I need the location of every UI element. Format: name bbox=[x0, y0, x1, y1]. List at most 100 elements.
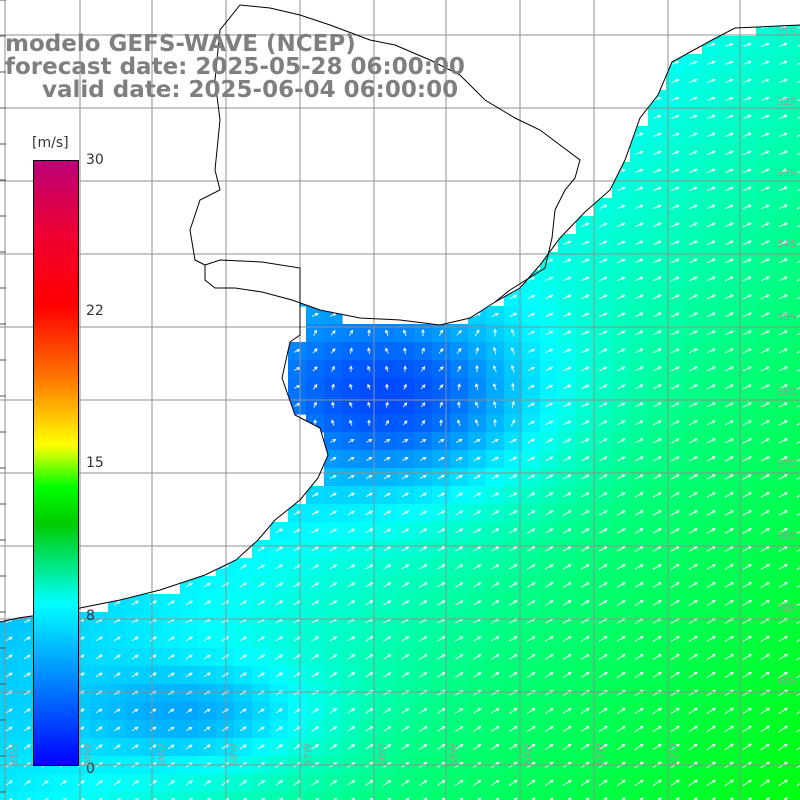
wind-arrow bbox=[634, 671, 644, 678]
wind-arrow bbox=[531, 797, 536, 800]
wind-arrow bbox=[329, 780, 338, 786]
wind-arrow bbox=[437, 510, 446, 516]
wind-arrow bbox=[59, 780, 67, 786]
wind-arrow bbox=[599, 276, 608, 282]
wind-arrow bbox=[634, 348, 644, 354]
wind-arrow bbox=[527, 492, 536, 498]
wind-arrow bbox=[349, 329, 354, 336]
wind-arrow bbox=[527, 348, 536, 354]
wind-arrow bbox=[23, 708, 31, 714]
wind-arrow bbox=[545, 438, 554, 444]
wind-arrow bbox=[724, 402, 734, 408]
wind-arrow bbox=[670, 366, 680, 372]
wind-cell bbox=[414, 792, 433, 800]
wind-arrow bbox=[580, 779, 590, 787]
coastline bbox=[0, 4, 800, 623]
wind-arrow bbox=[742, 204, 752, 210]
wind-arrow bbox=[491, 438, 499, 443]
wind-arrow bbox=[616, 456, 626, 462]
wind-arrow bbox=[724, 312, 734, 318]
wind-arrow bbox=[562, 654, 572, 660]
wind-arrow bbox=[653, 312, 662, 318]
wind-arrow bbox=[257, 726, 265, 732]
wind-arrow bbox=[742, 420, 752, 426]
wind-arrow bbox=[778, 456, 788, 462]
wind-cell bbox=[18, 792, 37, 800]
wind-arrow bbox=[634, 402, 644, 408]
wind-arrow bbox=[742, 402, 752, 408]
wind-arrow bbox=[311, 492, 319, 498]
wind-arrow bbox=[724, 528, 734, 534]
wind-arrow bbox=[689, 60, 698, 65]
wind-arrow bbox=[313, 401, 317, 408]
wind-arrow bbox=[455, 708, 464, 714]
wind-arrow bbox=[403, 402, 408, 408]
wind-arrow bbox=[580, 582, 590, 588]
wind-arrow bbox=[688, 456, 698, 462]
wind-arrow bbox=[385, 329, 389, 336]
wind-arrow bbox=[581, 348, 590, 354]
wind-arrow bbox=[635, 312, 644, 318]
wind-arrow bbox=[203, 636, 212, 642]
wind-arrow bbox=[365, 600, 374, 606]
wind-arrow bbox=[616, 474, 626, 480]
wind-arrow bbox=[652, 492, 662, 498]
wind-arrow bbox=[113, 744, 121, 750]
wind-arrow bbox=[455, 546, 464, 552]
wind-arrow bbox=[167, 636, 175, 642]
wind-arrow bbox=[689, 168, 698, 174]
wind-arrow bbox=[634, 707, 644, 714]
wind-arrow bbox=[275, 276, 283, 281]
wind-arrow bbox=[707, 114, 716, 119]
wind-cell bbox=[792, 18, 800, 37]
wind-cell bbox=[792, 414, 800, 433]
wind-arrow bbox=[491, 474, 500, 480]
wind-arrow bbox=[796, 170, 800, 174]
wind-arrow bbox=[706, 456, 716, 462]
wind-arrow bbox=[796, 296, 800, 300]
wind-arrow bbox=[545, 312, 554, 318]
wind-arrow bbox=[421, 419, 426, 426]
wind-arrow bbox=[329, 457, 337, 461]
wind-arrow bbox=[455, 564, 464, 570]
wind-cell bbox=[108, 792, 127, 800]
wind-arrow bbox=[796, 621, 800, 624]
wind-arrow bbox=[796, 278, 800, 282]
wind-arrow bbox=[724, 725, 734, 733]
wind-arrow bbox=[635, 132, 644, 137]
wind-arrow bbox=[401, 744, 410, 750]
wind-arrow bbox=[331, 419, 335, 426]
wind-arrow bbox=[670, 402, 680, 408]
wind-arrow bbox=[203, 672, 211, 678]
wind-arrow bbox=[707, 222, 716, 228]
wind-arrow bbox=[778, 402, 788, 408]
wind-arrow bbox=[131, 636, 139, 642]
wind-arrow bbox=[760, 438, 770, 444]
wind-arrow bbox=[760, 366, 770, 372]
wind-cell bbox=[522, 792, 541, 800]
wind-arrow bbox=[653, 168, 662, 174]
wind-arrow bbox=[796, 332, 800, 336]
wind-arrow bbox=[185, 672, 193, 678]
wind-arrow bbox=[796, 206, 800, 210]
wind-cell bbox=[792, 36, 800, 55]
wind-arrow bbox=[796, 242, 800, 246]
wind-arrow bbox=[635, 240, 644, 246]
wind-arrow bbox=[95, 708, 103, 714]
wind-arrow bbox=[333, 798, 338, 800]
wind-arrow bbox=[347, 672, 356, 678]
wind-arrow bbox=[331, 365, 335, 372]
wind-arrow bbox=[545, 348, 554, 354]
wind-arrow bbox=[365, 708, 374, 714]
wind-arrow bbox=[725, 114, 734, 119]
wind-arrow bbox=[761, 78, 770, 83]
wind-arrow bbox=[544, 600, 554, 606]
wind-arrow bbox=[113, 726, 121, 732]
wind-cell bbox=[792, 522, 800, 541]
wind-arrow bbox=[653, 222, 662, 228]
wind-arrow bbox=[544, 725, 554, 732]
wind-arrow bbox=[329, 744, 338, 750]
wind-arrow bbox=[419, 492, 428, 498]
wind-arrow bbox=[760, 168, 770, 174]
wind-arrow bbox=[706, 438, 716, 444]
